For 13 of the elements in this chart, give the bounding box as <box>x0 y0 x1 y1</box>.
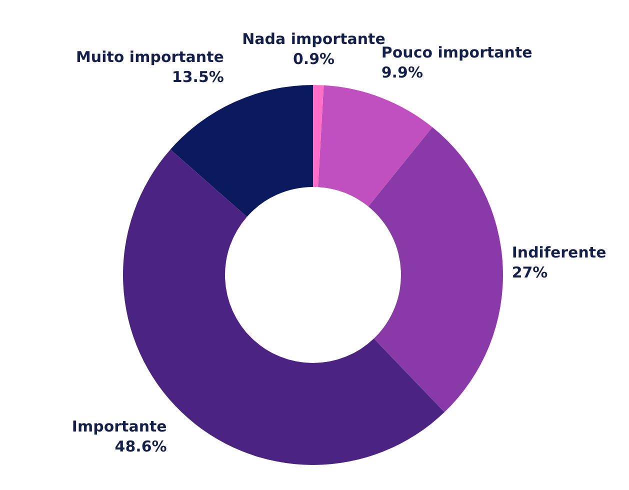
data-label: 9.9% <box>381 64 423 82</box>
data-label: 27% <box>512 263 548 282</box>
donut-slice <box>318 85 432 207</box>
donut-slice <box>313 85 324 188</box>
slice-label: Importante <box>72 417 167 436</box>
slice-label: Pouco importante <box>381 44 532 62</box>
slice-label: Muito importante <box>76 48 224 66</box>
data-label: 13.5% <box>172 68 224 86</box>
data-label: 48.6% <box>114 437 167 456</box>
donut-slice <box>368 127 503 412</box>
donut-slice <box>170 85 313 217</box>
data-label: 0.9% <box>292 50 335 68</box>
slice-label: Indiferente <box>512 243 606 262</box>
